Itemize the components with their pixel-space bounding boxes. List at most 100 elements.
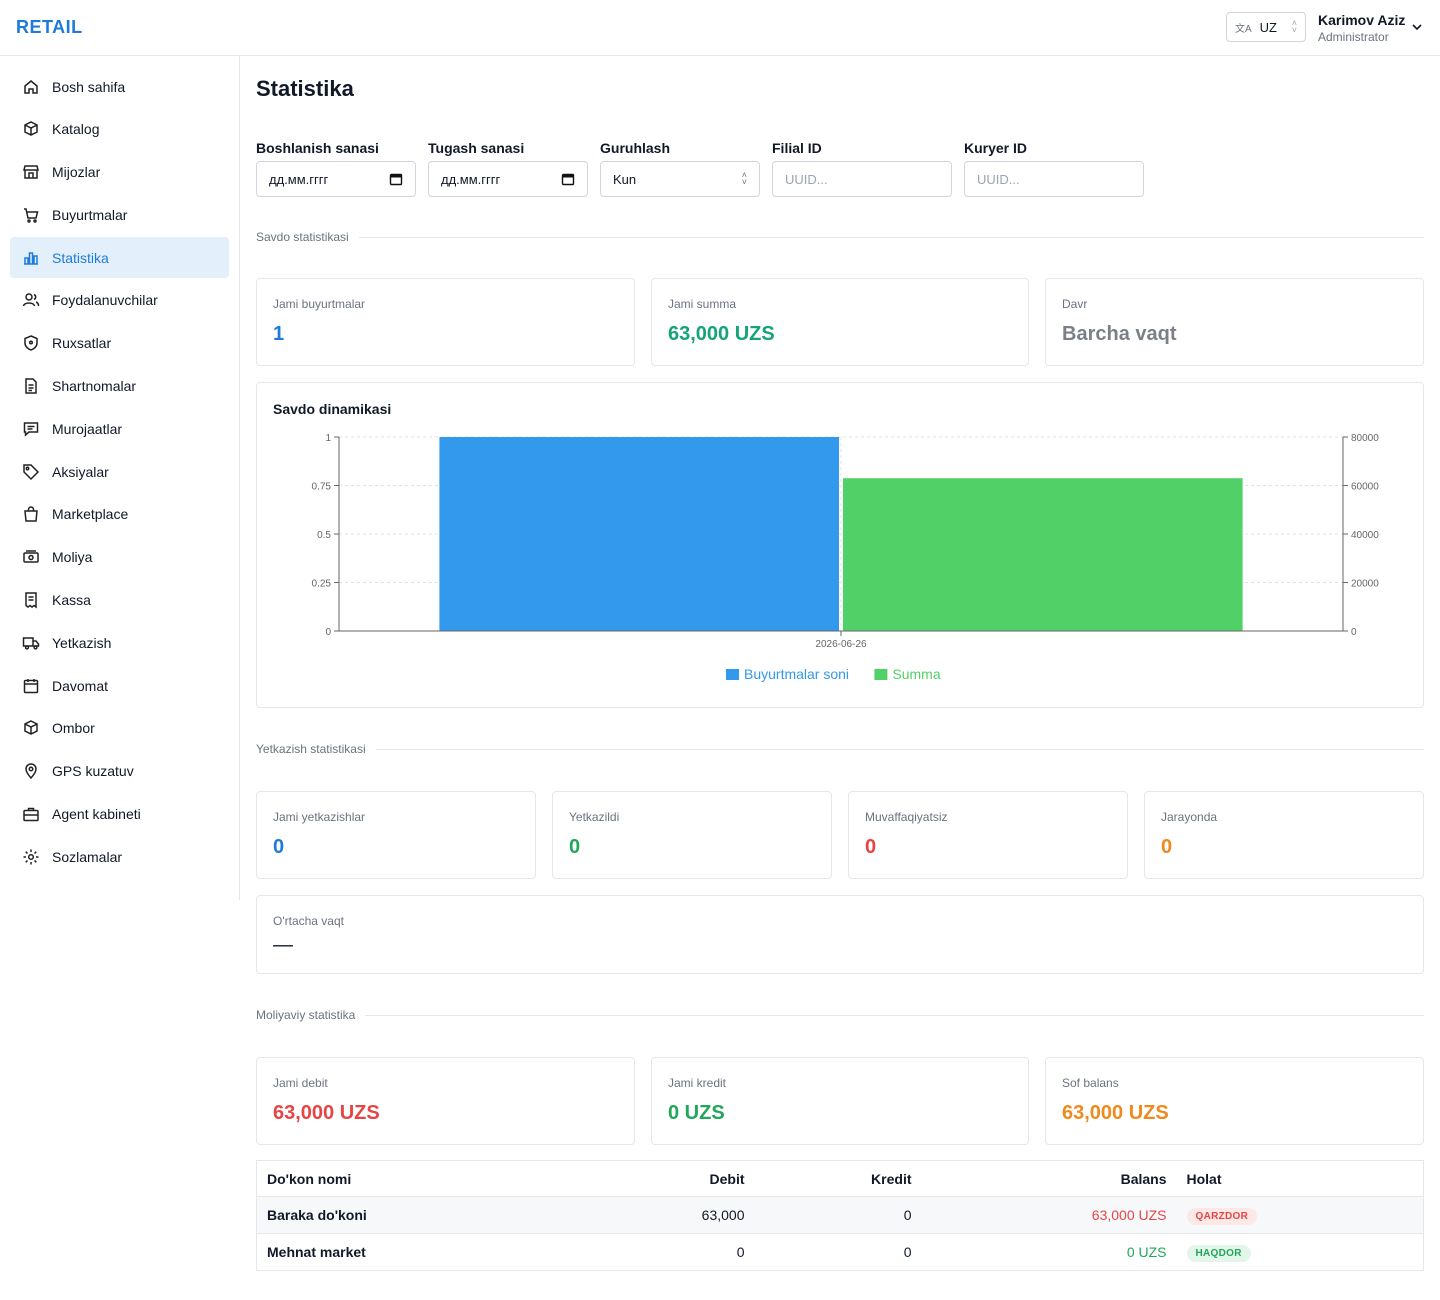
credit-cell: 0 [754, 1233, 922, 1271]
right-tick-label: 20000 [1351, 579, 1379, 590]
bar [439, 437, 839, 631]
delivered-card: Yetkazildi 0 [552, 791, 832, 879]
end-date-input[interactable]: дд.мм.гггг [428, 161, 588, 197]
total-sum-card: Jami summa 63,000 UZS [651, 278, 1029, 366]
sales-section-title: Savdo statistikasi [256, 230, 349, 244]
average-time-card: O'rtacha vaqt — [256, 895, 1424, 974]
balance-cell: 63,000 UZS [921, 1196, 1177, 1234]
cart-icon [22, 206, 40, 224]
grouping-select[interactable]: Kun ˄ ˅ [600, 161, 760, 197]
language-select[interactable]: 文A UZ ˄ ˅ [1226, 12, 1306, 42]
sidebar-item-yetkazish[interactable]: Yetkazish [10, 622, 229, 663]
sidebar-item-agent-kabineti[interactable]: Agent kabineti [10, 794, 229, 835]
start-date-label: Boshlanish sanasi [256, 140, 379, 156]
debit-cell: 0 [526, 1233, 755, 1271]
bar-chart-icon [22, 249, 40, 267]
right-tick-label: 40000 [1351, 530, 1379, 541]
sidebar-item-sozlamalar[interactable]: Sozlamalar [10, 836, 229, 877]
sidebar-item-moliya[interactable]: Moliya [10, 537, 229, 578]
legend-swatch [874, 669, 888, 680]
updown-icon: ˄ ˅ [741, 170, 747, 187]
shop-name: Baraka do'koni [256, 1196, 527, 1234]
card-label: Jarayonda [1161, 810, 1218, 824]
sidebar-item-label: Ombor [52, 720, 95, 737]
sidebar-item-label: GPS kuzatuv [52, 763, 134, 780]
app-logo[interactable]: RETAIL [16, 17, 83, 37]
start-date-value: дд.мм.гггг [269, 171, 329, 187]
sidebar-item-label: Shartnomalar [52, 378, 137, 395]
chevron-down-icon[interactable] [1410, 20, 1424, 34]
courier-id-input[interactable]: UUID... [964, 161, 1144, 197]
end-date-label: Tugash sanasi [428, 140, 525, 156]
home-icon [22, 78, 40, 96]
legend-swatch [726, 669, 739, 680]
sidebar-item-davomat[interactable]: Davomat [10, 665, 229, 706]
message-icon [22, 420, 40, 438]
user-name: Karimov Aziz [1318, 12, 1406, 28]
sidebar-item-label: Statistika [52, 249, 109, 266]
sidebar-item-label: Buyurtmalar [52, 206, 128, 223]
gear-icon [22, 848, 40, 866]
sidebar-item-kassa[interactable]: Kassa [10, 580, 229, 621]
right-tick-label: 60000 [1351, 482, 1379, 493]
branch-id-input[interactable]: UUID... [772, 161, 952, 197]
column-header: Balans [921, 1160, 1177, 1197]
delivery-section-header: Yetkazish statistikasi [256, 742, 1424, 756]
grouping-value: Kun [613, 171, 637, 187]
sidebar-item-gps-kuzatuv[interactable]: GPS kuzatuv [10, 751, 229, 792]
branch-label: Filial ID [772, 140, 822, 156]
sidebar-item-bosh-sahifa[interactable]: Bosh sahifa [10, 66, 229, 107]
in-progress-card: Jarayonda 0 [1144, 791, 1424, 879]
credit-cell: 0 [754, 1196, 922, 1234]
sidebar-item-buyurtmalar[interactable]: Buyurtmalar [10, 194, 229, 235]
translate-icon: 文A [1235, 23, 1252, 35]
grouping-label: Guruhlash [600, 140, 671, 156]
sales-chart-card: Savdo dinamikasi 0 0.25 0.5 0.75 1 0 20000 4000… [256, 382, 1424, 708]
left-tick-label: 0 [325, 627, 331, 638]
sidebar-item-murojaatlar[interactable]: Murojaatlar [10, 408, 229, 449]
card-label: Yetkazildi [569, 810, 620, 824]
users-icon [22, 291, 40, 309]
left-tick-label: 0.25 [312, 579, 332, 590]
sidebar-item-aksiyalar[interactable]: Aksiyalar [10, 451, 229, 492]
filter-grouping: Guruhlash Kun ˄ ˅ [600, 140, 760, 197]
total-credit-card: Jami kredit 0 UZS [651, 1057, 1029, 1145]
sidebar-item-mijozlar[interactable]: Mijozlar [10, 152, 229, 193]
user-menu[interactable]: Karimov Aziz Administrator [1318, 12, 1405, 44]
calendar-icon[interactable] [389, 172, 403, 186]
document-icon [22, 377, 40, 395]
sidebar-item-marketplace[interactable]: Marketplace [10, 494, 229, 535]
card-value: 0 [865, 836, 877, 858]
filter-courier: Kuryer ID UUID... [964, 140, 1144, 197]
sidebar-item-label: Kassa [52, 592, 91, 609]
sidebar-item-shartnomalar[interactable]: Shartnomalar [10, 366, 229, 407]
start-date-input[interactable]: дд.мм.гггг [256, 161, 416, 197]
calendar-icon[interactable] [561, 172, 575, 186]
shopping-bag-icon [22, 505, 40, 523]
receipt-icon [22, 591, 40, 609]
card-value: Barcha vaqt [1062, 323, 1177, 345]
left-tick-label: 0.75 [312, 482, 332, 493]
card-value: 0 [1161, 836, 1173, 858]
chart-title: Savdo dinamikasi [273, 401, 392, 417]
bar [843, 478, 1243, 631]
branch-id-placeholder: UUID... [785, 171, 828, 187]
updown-icon: ˄ ˅ [1291, 18, 1297, 35]
column-header: Debit [526, 1160, 755, 1197]
column-header: Holat [1176, 1160, 1424, 1197]
sidebar-item-label: Davomat [52, 677, 109, 694]
sidebar-item-label: Yetkazish [52, 634, 112, 651]
sidebar-item-ruxsatlar[interactable]: Ruxsatlar [10, 323, 229, 364]
table-row: Mehnat market 0 0 0 UZS HAQDOR [256, 1233, 1424, 1271]
card-label: Muvaffaqiyatsiz [865, 810, 948, 824]
x-tick-label: 2026-06-26 [815, 639, 867, 650]
sidebar-item-label: Marketplace [52, 506, 129, 523]
sidebar-item-foydalanuvchilar[interactable]: Foydalanuvchilar [10, 280, 229, 321]
sidebar-item-ombor[interactable]: Ombor [10, 708, 229, 749]
card-value: 0 [273, 836, 285, 858]
net-balance-card: Sof balans 63,000 UZS [1045, 1057, 1424, 1145]
sidebar-item-katalog[interactable]: Katalog [10, 109, 229, 150]
shield-icon [22, 334, 40, 352]
status-cell: QARZDOR [1176, 1196, 1424, 1234]
sidebar-item-statistika[interactable]: Statistika [10, 237, 229, 279]
